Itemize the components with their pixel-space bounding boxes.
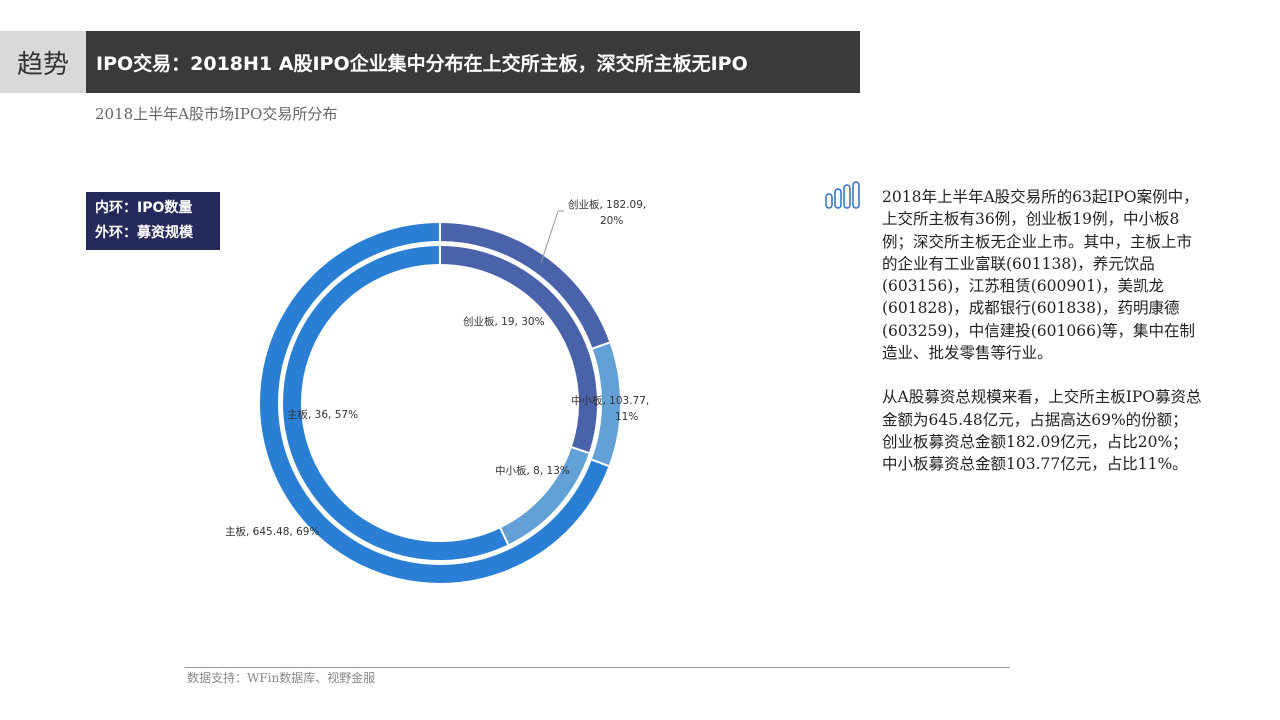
legend-inner: 内环：IPO数量: [95, 200, 193, 216]
leader-line: [540, 210, 559, 264]
section-tag: 趋势: [0, 31, 86, 93]
data-source: 数据支持：WFin数据库、视野金服: [187, 671, 376, 685]
analysis-paragraph-2: 从A股募资总规模来看，上交所主板IPO募资总金额为645.48亿元，占据高达69…: [882, 388, 1202, 474]
inner-slice-创业板: [439, 243, 599, 455]
ring-legend: 内环：IPO数量 外环：募资规模: [86, 192, 220, 250]
data-label: 创业板, 19, 30%: [463, 315, 545, 328]
data-label: 中小板, 8, 13%: [495, 464, 570, 477]
chart-subtitle: 2018上半年A股市场IPO交易所分布: [95, 105, 338, 123]
data-label: 创业板, 182.09,: [568, 198, 646, 211]
legend-outer: 外环：募资规模: [95, 225, 193, 241]
data-label: 中小板, 103.77,: [571, 394, 649, 407]
data-label: 11%: [615, 411, 638, 423]
data-label: 主板, 645.48, 69%: [225, 525, 319, 538]
analysis-text: 2018年上半年A股交易所的63起IPO案例中，上交所主板有36例，创业板19例…: [882, 186, 1202, 498]
analysis-paragraph-1: 2018年上半年A股交易所的63起IPO案例中，上交所主板有36例，创业板19例…: [882, 188, 1199, 363]
footer-divider: [185, 667, 1010, 668]
outer-slice-主板: [258, 220, 611, 585]
bar-chart-icon: [825, 181, 860, 209]
inner-slice-主板: [281, 243, 510, 562]
page-title: IPO交易：2018H1 A股IPO企业集中分布在上交所主板，深交所主板无IPO: [86, 31, 860, 93]
data-label: 主板, 36, 57%: [287, 408, 358, 421]
data-label: 20%: [600, 215, 623, 227]
